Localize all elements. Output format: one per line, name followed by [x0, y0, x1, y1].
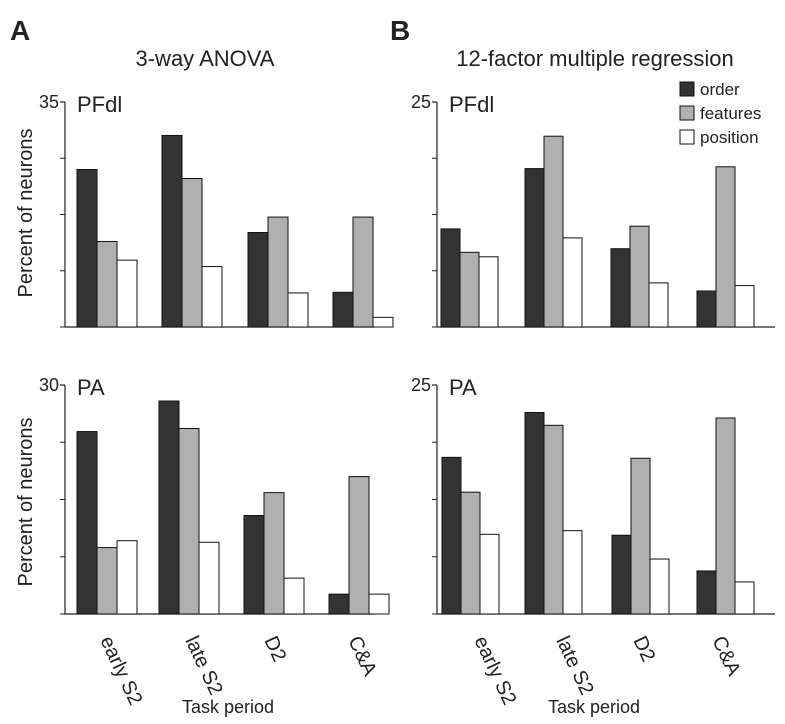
panel-a-pa-title: PA [77, 375, 105, 400]
panel-b-pa-bar-order-ca [697, 571, 716, 614]
x-category-ca-right: C&A [707, 633, 745, 680]
panel-a-pfdl-title: PFdl [77, 92, 122, 117]
panel-a-pfdl-bar-order-ca [333, 292, 353, 327]
panel-b-pfdl-bar-order-d2 [611, 249, 630, 327]
panel-a-pa-bar-order-late-s2 [159, 401, 179, 614]
panel-letter-b: B [390, 15, 410, 46]
x-category-late-s2-left: late S2 [180, 633, 226, 699]
panel-a-pa-bar-position-d2 [284, 578, 304, 614]
panel-b-pa-bar-position-ca [735, 582, 754, 614]
panel-b-pa-title: PA [449, 375, 477, 400]
legend-swatch-order [680, 82, 694, 96]
panel-a-pfdl-bar-order-late-s2 [162, 135, 182, 327]
panel-b-pfdl-bar-order-late-s2 [525, 169, 544, 327]
panel-b-pa-bar-features-ca [716, 418, 735, 614]
x-axis-label-left: Task period [182, 697, 274, 717]
legend-swatch-position [680, 130, 694, 144]
panel-a-pfdl-bar-features-ca [353, 217, 373, 327]
panel-a-pa-bar-order-ca [329, 594, 349, 614]
panel-b-pa-bar-position-d2 [650, 559, 669, 614]
panel-b-pfdl-bar-features-ca [716, 167, 735, 327]
panel-b-pfdl-bar-order-early-s2 [441, 229, 460, 327]
panel-a-pfdl-bar-position-d2 [288, 293, 308, 327]
panel-b-pa-y-tick-label: 25 [411, 375, 431, 395]
panel-b-pfdl-bar-order-ca [697, 291, 716, 327]
legend: order features position [680, 80, 761, 147]
panel-b-pfdl-bar-features-late-s2 [544, 136, 563, 327]
panel-b-pfdl-bar-position-late-s2 [563, 238, 582, 327]
x-category-d2-left: D2 [259, 633, 290, 665]
legend-label-position: position [700, 128, 759, 147]
panel-b-pfdl-bar-features-d2 [630, 226, 649, 327]
panel-b-pa-bar-position-early-s2 [480, 534, 499, 614]
panel-a-pfdl-bar-features-late-s2 [182, 179, 202, 328]
panel-b-pa: 25 PA [411, 375, 775, 614]
column-title-anova: 3-way ANOVA [136, 46, 275, 71]
panel-a-pfdl-bar-position-late-s2 [202, 267, 222, 327]
panel-a-pfdl-bar-order-d2 [248, 233, 268, 328]
x-axis-label-right: Task period [548, 697, 640, 717]
panel-a-pa-bar-position-ca [369, 594, 389, 614]
panel-a-pfdl-bar-features-d2 [268, 217, 288, 327]
panel-a-pfdl-bar-order-early-s2 [77, 170, 97, 328]
panel-b-pa-bar-features-d2 [631, 458, 650, 614]
column-title-regression: 12-factor multiple regression [456, 46, 734, 71]
legend-swatch-features [680, 106, 694, 120]
panel-a-pfdl: 35 PFdl [39, 92, 393, 327]
panel-a-pfdl-bar-features-early-s2 [97, 242, 117, 328]
panel-a-pfdl-y-tick-label: 35 [39, 92, 59, 112]
panel-a-pa-bar-features-ca [349, 477, 369, 614]
panel-a-pfdl-bar-position-early-s2 [117, 260, 137, 327]
panel-b-pfdl-bar-features-early-s2 [460, 252, 479, 327]
panel-b-pfdl-bar-position-early-s2 [479, 257, 498, 327]
panel-b-pa-bar-order-d2 [612, 535, 631, 614]
chart-panels: 35 PFdl 25 PFdl 30 PA 25 PA [39, 92, 775, 614]
panel-letter-a: A [10, 15, 30, 46]
panel-a-pfdl-bar-position-ca [373, 317, 393, 327]
panel-b-pa-bar-order-late-s2 [525, 412, 544, 614]
panel-b-pfdl-y-tick-label: 25 [411, 92, 431, 112]
x-category-early-s2-left: early S2 [95, 633, 146, 709]
panel-a-pa: 30 PA [39, 375, 389, 614]
legend-label-features: features [700, 104, 761, 123]
y-axis-label-top: Percent of neurons [15, 129, 37, 298]
panel-a-pa-bar-order-early-s2 [77, 432, 97, 614]
y-axis-label-bottom: Percent of neurons [15, 418, 37, 587]
panel-a-pa-bar-order-d2 [244, 516, 264, 614]
panel-b-pa-bar-features-early-s2 [461, 492, 480, 614]
x-category-ca-left: C&A [343, 633, 381, 680]
legend-label-order: order [700, 80, 740, 99]
panel-b-pa-bar-order-early-s2 [442, 457, 461, 614]
x-category-early-s2-right: early S2 [469, 633, 520, 709]
panel-a-pa-bar-position-late-s2 [199, 542, 219, 614]
panel-b-pa-bar-position-late-s2 [563, 531, 582, 614]
panel-a-pa-bar-features-late-s2 [179, 429, 199, 614]
panel-b-pa-bar-features-late-s2 [544, 425, 563, 614]
x-category-late-s2-right: late S2 [551, 633, 597, 699]
panel-a-pa-bar-position-early-s2 [117, 541, 137, 614]
x-category-d2-right: D2 [628, 633, 659, 665]
panel-a-pa-bar-features-d2 [264, 493, 284, 614]
panel-b-pfdl-bar-position-d2 [649, 283, 668, 327]
panel-a-pa-y-tick-label: 30 [39, 375, 59, 395]
panel-b-pfdl-bar-position-ca [735, 286, 754, 327]
panel-a-pa-bar-features-early-s2 [97, 548, 117, 614]
panel-b-pfdl-title: PFdl [449, 92, 494, 117]
